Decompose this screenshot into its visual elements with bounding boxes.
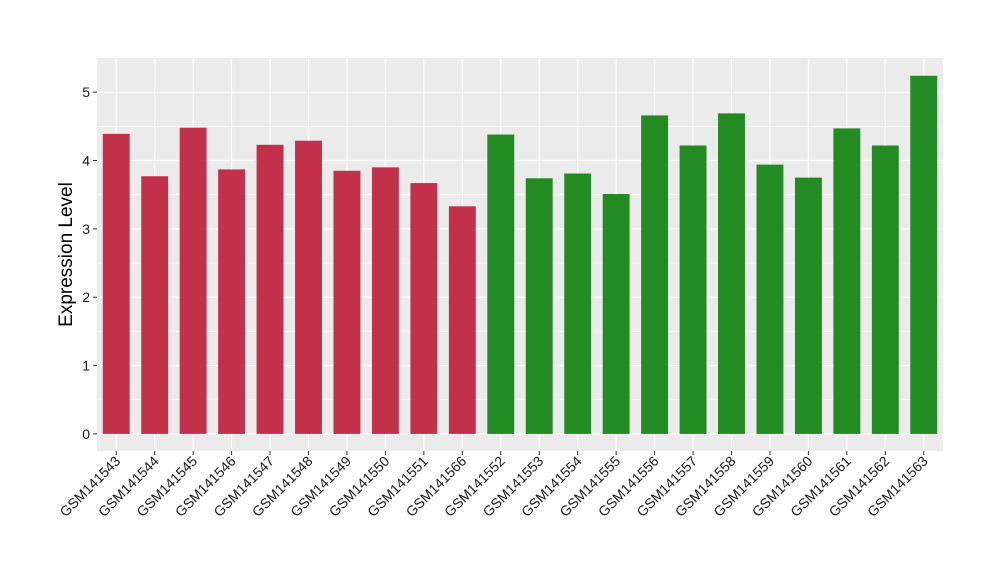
y-tick-label: 1 [82, 358, 90, 374]
y-tick-label: 5 [82, 84, 90, 100]
y-tick-label: 0 [82, 426, 90, 442]
bar-GSM141554 [564, 173, 592, 434]
bar-GSM141553 [525, 178, 553, 434]
bar-GSM141559 [756, 164, 784, 434]
bar-GSM141566 [448, 206, 476, 434]
bar-GSM141560 [794, 177, 822, 434]
bar-GSM141555 [602, 194, 630, 434]
bar-GSM141545 [179, 127, 207, 434]
bar-GSM141551 [410, 183, 438, 434]
bar-GSM141547 [256, 144, 284, 434]
bar-GSM141556 [641, 115, 669, 434]
bar-GSM141546 [218, 169, 246, 434]
bar-GSM141557 [679, 145, 707, 434]
bar-GSM141562 [871, 145, 899, 434]
bar-GSM141549 [333, 170, 361, 434]
bar-GSM141544 [141, 176, 169, 434]
y-tick-label: 2 [82, 289, 90, 305]
y-axis-title: Expression Level [56, 182, 77, 327]
bar-GSM141543 [102, 133, 130, 434]
bar-GSM141552 [487, 134, 515, 434]
bar-GSM141548 [295, 140, 322, 434]
bar-series [102, 75, 938, 434]
bar-GSM141561 [833, 128, 861, 434]
y-tick-label: 4 [82, 153, 90, 169]
bar-GSM141558 [718, 113, 745, 434]
bar-GSM141550 [371, 167, 399, 434]
y-axis: 0 1 2 3 4 5 [82, 84, 97, 442]
bar-GSM141563 [910, 75, 938, 434]
y-tick-label: 3 [82, 221, 90, 237]
x-axis: GSM141543GSM141544GSM141545GSM141546GSM1… [56, 451, 931, 520]
